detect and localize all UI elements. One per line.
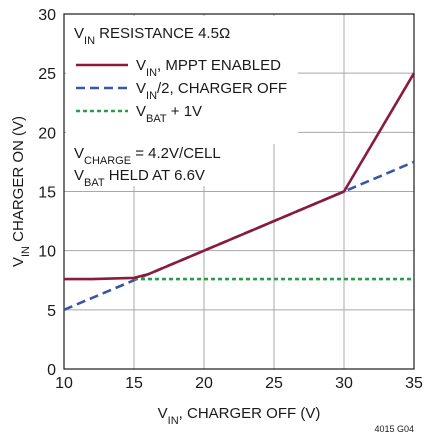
legend-label-2-sub: IN [146, 90, 157, 102]
legend-title: VIN RESISTANCE 4.5Ω [74, 25, 230, 47]
legend-label-3-main: V [136, 103, 146, 120]
annotation-line-1-main: V [74, 145, 84, 162]
legend-label-3-sub: BAT [146, 113, 167, 125]
legend-label-1-sub: IN [146, 67, 157, 79]
annotation-line-1-sub: CHARGE [84, 155, 131, 167]
x-tick-label-20: 20 [195, 375, 213, 392]
x-axis-label-rest: , CHARGER OFF (V) [179, 405, 321, 422]
annotation-line-2-main: V [74, 167, 84, 184]
annotation-line-2-rest: HELD AT 6.6V [105, 167, 205, 184]
legend-label-2: VIN/2, CHARGER OFF [136, 80, 287, 102]
legend-label-1-main: V [136, 57, 146, 74]
x-axis-label-main: V [158, 405, 168, 422]
x-tick-label-25: 25 [265, 375, 283, 392]
legend-box [66, 16, 298, 144]
legend-title-main: V [74, 25, 84, 42]
y-tick-label-25: 25 [38, 66, 56, 83]
x-tick-label-30: 30 [335, 375, 353, 392]
legend-label-3: VBAT + 1V [136, 103, 202, 125]
y-axis-label-main: V [10, 257, 27, 267]
legend-label-3-rest: + 1V [167, 103, 202, 120]
legend-label-2-rest: /2, CHARGER OFF [157, 80, 287, 97]
series-lines [63, 72, 416, 311]
y-tick-label-15: 15 [38, 185, 56, 202]
x-tick-label-15: 15 [125, 375, 143, 392]
y-tick-label-20: 20 [38, 125, 56, 142]
y-tick-label-5: 5 [47, 303, 56, 320]
annotation-box [66, 136, 236, 186]
axis-labels: VIN, CHARGER OFF (V)VIN CHARGER ON (V)40… [10, 116, 414, 434]
legend-label-1: VIN, MPPT ENABLED [136, 57, 281, 79]
y-axis-label-sub: IN [20, 246, 32, 257]
legend-label-1-rest: , MPPT ENABLED [157, 57, 281, 74]
x-axis-label: VIN, CHARGER OFF (V) [158, 405, 321, 427]
y-tick-label-10: 10 [38, 244, 56, 261]
annotation-line-1: VCHARGE = 4.2V/CELL [74, 145, 221, 167]
annotation-line-2: VBAT HELD AT 6.6V [74, 167, 205, 189]
tick-labels: 10 15 20 25 30 35 0 5 10 15 20 25 30 [38, 7, 423, 392]
legend-label-2-main: V [136, 80, 146, 97]
figure-code: 4015 G04 [374, 424, 414, 434]
annotation-line-2-sub: BAT [84, 177, 105, 189]
series-line-1 [64, 72, 416, 281]
y-axis-label-rest: CHARGER ON (V) [10, 116, 27, 246]
axes [63, 13, 415, 370]
legend-title-sub: IN [84, 35, 95, 47]
plot-frame [63, 13, 415, 370]
x-tick-label-35: 35 [405, 375, 423, 392]
y-tick-label-30: 30 [38, 7, 56, 24]
legend-background [66, 16, 298, 186]
x-tick-label-10: 10 [55, 375, 73, 392]
y-axis-label: VIN CHARGER ON (V) [10, 116, 32, 267]
legend-title-rest: RESISTANCE 4.5Ω [95, 25, 230, 42]
x-axis-label-sub: IN [168, 415, 179, 427]
y-tick-label-0: 0 [47, 362, 56, 379]
annotation-line-1-rest: = 4.2V/CELL [131, 145, 221, 162]
